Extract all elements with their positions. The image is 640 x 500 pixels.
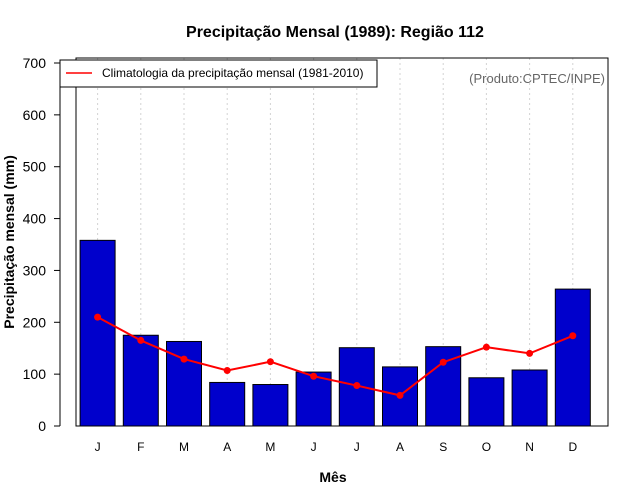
y-tick-label: 0	[38, 418, 46, 434]
y-tick-label: 100	[23, 366, 47, 382]
legend: Climatologia da precipitação mensal (198…	[59, 59, 378, 88]
x-axis-label: Mês	[319, 469, 346, 485]
bar-series	[79, 239, 591, 427]
x-tick-label: J	[354, 440, 360, 454]
bar-2	[122, 334, 159, 427]
legend-box	[59, 59, 378, 88]
x-tick-label: A	[396, 440, 404, 454]
x-tick-label: J	[311, 440, 317, 454]
bar-1	[79, 239, 116, 427]
y-tick-label: 300	[23, 262, 47, 278]
x-tick-label: F	[137, 440, 144, 454]
climatology-line-series	[94, 313, 577, 399]
y-axis: 0 100 200 300 400 500 600 700	[23, 55, 61, 434]
climatology-point-2	[137, 336, 145, 344]
climatology-point-3	[180, 355, 188, 363]
y-axis-label: Precipitação mensal (mm)	[1, 155, 17, 329]
climatology-point-5	[266, 358, 274, 366]
bar-9	[425, 346, 462, 427]
bar-6	[295, 371, 332, 427]
x-tick-label: D	[568, 440, 577, 454]
bar-12	[554, 288, 591, 427]
x-tick-label: J	[95, 440, 101, 454]
y-tick-label: 700	[23, 55, 47, 71]
climatology-point-7	[353, 382, 361, 390]
bar-5	[252, 384, 289, 427]
climatology-line	[97, 316, 574, 397]
climatology-point-10	[482, 343, 490, 351]
climatology-point-4	[223, 367, 231, 375]
bar-3	[166, 340, 202, 427]
climatology-point-8	[396, 391, 404, 399]
y-tick-label: 600	[23, 107, 47, 123]
x-tick-label: M	[179, 440, 189, 454]
bar-10	[468, 377, 505, 427]
y-tick-label: 400	[23, 211, 47, 227]
y-tick-label: 500	[23, 159, 47, 175]
x-tick-label: A	[223, 440, 231, 454]
climatology-point-1	[94, 313, 102, 321]
bar-11	[511, 369, 548, 427]
legend-entry-climatology: Climatologia da precipitação mensal (198…	[102, 66, 363, 80]
climatology-point-9	[439, 358, 447, 366]
climatology-point-12	[569, 332, 577, 340]
source-credit: (Produto:CPTEC/INPE)	[469, 71, 605, 86]
climatology-point-11	[526, 349, 534, 357]
x-tick-label: S	[439, 440, 447, 454]
x-tick-label: M	[265, 440, 275, 454]
chart-title: Precipitação Mensal (1989): Região 112	[186, 24, 484, 41]
x-tick-label: O	[482, 440, 491, 454]
y-tick-label: 200	[23, 314, 47, 330]
climatology-point-6	[310, 372, 318, 380]
plot-frame	[75, 57, 609, 427]
bar-4	[209, 381, 246, 427]
x-tick-label: N	[525, 440, 534, 454]
